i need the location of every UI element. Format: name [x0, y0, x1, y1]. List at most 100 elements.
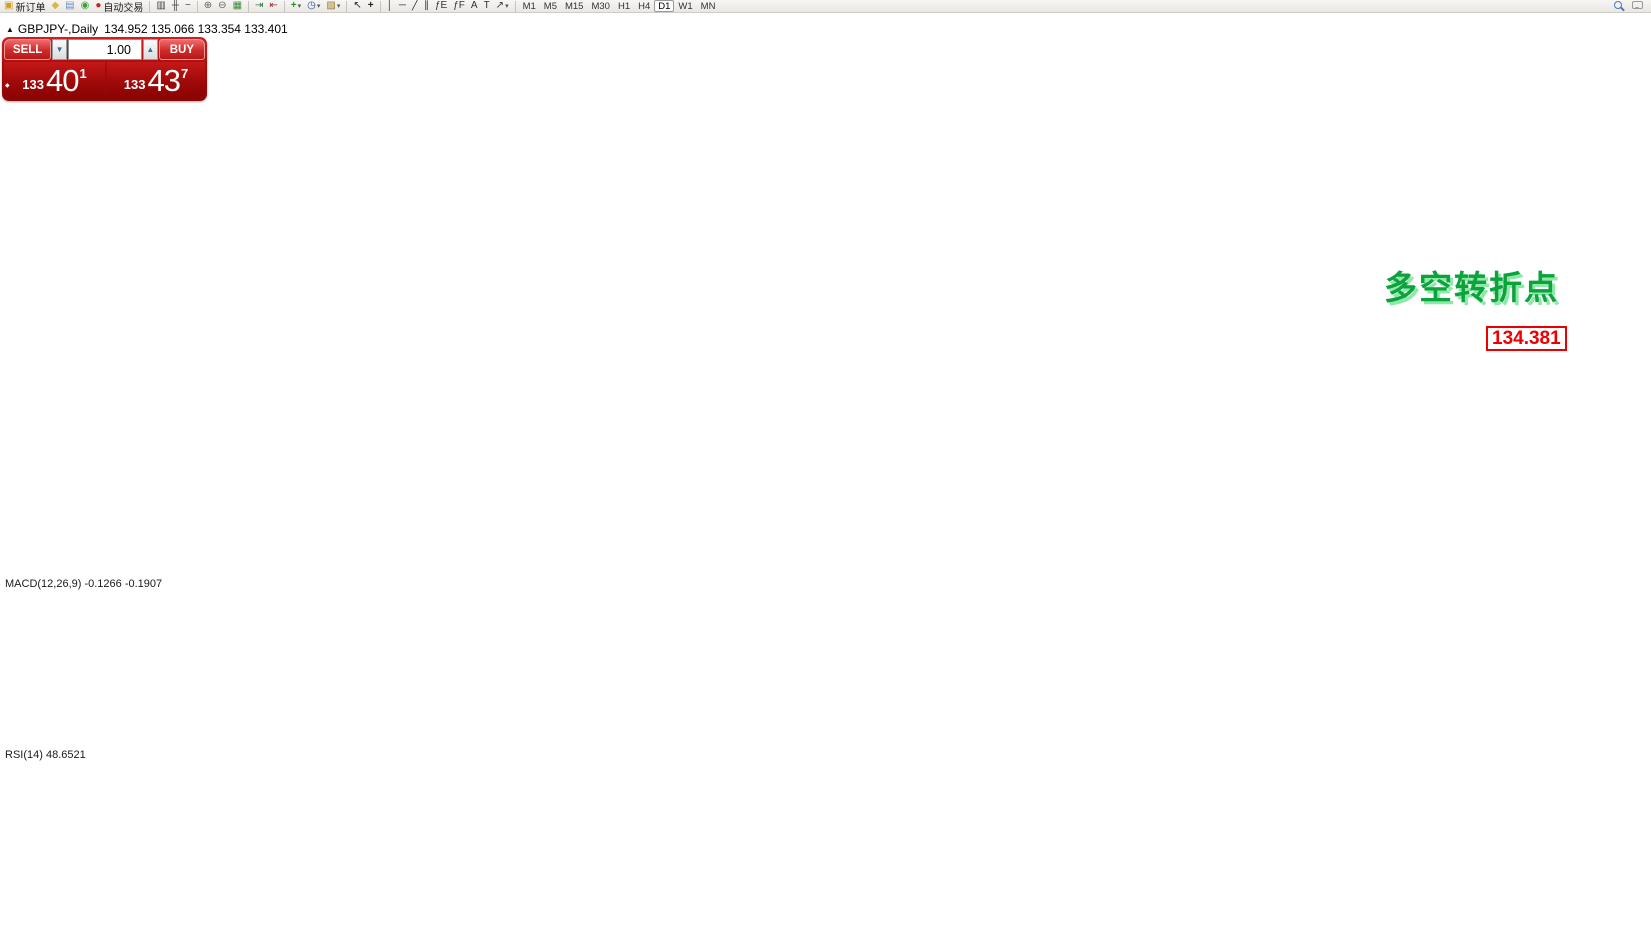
sell-price-big: 40 — [45, 63, 79, 98]
turning-point-annotation: 多空转折点 — [1384, 269, 1559, 306]
candlestick-chart-icon: ╫ — [171, 0, 179, 11]
timeframe-m5-button[interactable]: M5 — [543, 0, 557, 12]
label-icon: T — [483, 0, 490, 11]
timeframe-mn-button[interactable]: MN — [700, 0, 716, 12]
sell-price-prefix: 133 — [22, 77, 44, 92]
tile-windows-icon: ▦ — [232, 0, 243, 11]
auto-scroll-icon[interactable]: ⇥ — [252, 0, 266, 12]
buy-price-big: 43 — [147, 63, 180, 98]
text-icon[interactable]: A — [468, 0, 481, 12]
signals-icon[interactable]: ◉ — [78, 0, 93, 12]
autotrading-button-label: 自动交易 — [103, 2, 144, 13]
navigator-icon: ▤ — [65, 0, 75, 11]
templates-button[interactable]: ▨ ▾ — [323, 0, 343, 12]
templates-button: ▨ — [326, 0, 336, 11]
buy-price-sup: 7 — [180, 66, 189, 81]
volume-down-button[interactable]: ▼ — [52, 39, 67, 60]
search-icon[interactable] — [1614, 1, 1622, 9]
templates-button-caret: ▾ — [336, 3, 341, 10]
timeframe-m30-button[interactable]: M30 — [591, 0, 610, 12]
timeframe-w1-button[interactable]: W1 — [678, 0, 693, 12]
sell-price-sup: 1 — [79, 66, 87, 81]
fibonacci-icon[interactable]: ƒE — [432, 0, 450, 12]
buy-button[interactable]: BUY — [158, 39, 206, 60]
new-order-button[interactable]: ▣ 新订单 — [1, 0, 48, 13]
fibonacci-icon: ƒE — [434, 0, 448, 11]
bar-chart-icon[interactable]: ▥ — [153, 0, 168, 12]
toolbar-separator — [346, 0, 348, 12]
indicators-button-caret: ▾ — [297, 3, 302, 10]
trade-panel-top-row: SELL ▼ ▲ BUY — [4, 39, 206, 60]
channel-icon: ∥ — [423, 0, 429, 11]
toolbar-separator — [379, 0, 381, 12]
line-chart-icon: ~ — [184, 0, 191, 11]
trendline-icon: ╱ — [411, 0, 418, 11]
zoom-in-button[interactable]: ⊕ — [201, 0, 215, 12]
volume-up-button[interactable]: ▲ — [143, 39, 158, 60]
crosshair-icon[interactable]: + — [365, 0, 377, 12]
sell-button[interactable]: SELL — [4, 39, 52, 60]
market-watch-icon[interactable]: ◆ — [48, 0, 62, 12]
timeframe-m15-button[interactable]: M15 — [564, 0, 584, 12]
signals-icon: ◉ — [80, 0, 90, 11]
toolbar-separator — [149, 0, 151, 12]
toolbar-separator — [196, 0, 198, 12]
new-order-button: ▣ — [4, 0, 14, 11]
zoom-out-button[interactable]: ⊖ — [215, 0, 229, 12]
indicators-button: + — [290, 0, 297, 11]
toolbar-separator — [248, 0, 250, 12]
periods-button[interactable]: ◷ ▾ — [304, 0, 323, 12]
timeframe-h4-button[interactable]: H4 — [638, 0, 651, 12]
vertical-line-icon: │ — [386, 0, 393, 11]
bar-chart-icon: ▥ — [156, 0, 166, 11]
collapse-trade-panel-icon[interactable]: ▲ — [6, 25, 14, 34]
symbol-title: ▲ GBPJPY-,Daily 134.952 135.066 133.354 13… — [6, 22, 288, 36]
text-icon: A — [470, 0, 478, 11]
timeframe-d1-button[interactable]: D1 — [654, 0, 675, 12]
toolbar-separator — [283, 0, 285, 12]
label-icon[interactable]: T — [481, 0, 493, 12]
horizontal-line-icon: ─ — [398, 0, 406, 11]
sell-price-quote[interactable]: 133 40 1 — [4, 62, 105, 99]
candlestick-chart-icon[interactable]: ╫ — [169, 0, 182, 12]
vertical-line-icon[interactable]: │ — [384, 0, 396, 12]
trade-panel-diamond-icon: ◆ — [5, 83, 10, 89]
timeframe-h1-button[interactable]: H1 — [617, 0, 631, 12]
navigator-icon[interactable]: ▤ — [62, 0, 77, 12]
crosshair-icon: + — [367, 0, 374, 11]
trendline-icon[interactable]: ╱ — [409, 0, 421, 12]
chart-shift-icon: ⇤ — [269, 0, 278, 11]
cursor-icon[interactable]: ↖ — [350, 0, 364, 12]
chart-shift-icon[interactable]: ⇤ — [266, 0, 280, 12]
channel-icon[interactable]: ∥ — [421, 0, 432, 12]
ohlc-values: 134.952 135.066 133.354 133.401 — [104, 22, 288, 36]
periods-button-caret: ▾ — [316, 3, 321, 10]
indicators-button[interactable]: + ▾ — [288, 0, 304, 12]
autotrading-button[interactable]: ● 自动交易 — [92, 0, 146, 13]
zoom-in-button: ⊕ — [203, 0, 213, 11]
toolbar-separator — [514, 0, 516, 12]
arrows-icon-caret: ▾ — [505, 3, 509, 10]
new-order-button-label: 新订单 — [15, 2, 46, 13]
price-callout-label: 134.381 — [1486, 326, 1567, 351]
buy-price-quote[interactable]: 133 43 7 — [107, 62, 205, 99]
zoom-out-button: ⊖ — [218, 0, 227, 11]
one-click-trade-panel: SELL ▼ ▲ BUY 133 40 1 133 43 7 ◆ — [2, 37, 207, 101]
chat-icon[interactable] — [1632, 1, 1643, 9]
market-watch-icon: ◆ — [51, 0, 60, 11]
timeframe-m1-button[interactable]: M1 — [522, 0, 536, 12]
symbol-name: GBPJPY-,Daily — [17, 22, 99, 36]
cursor-icon: ↖ — [353, 0, 362, 11]
autotrading-button: ● — [95, 0, 102, 11]
line-chart-icon[interactable]: ~ — [182, 0, 194, 12]
fibo-expansion-icon: ƒF — [453, 0, 465, 11]
periods-button: ◷ — [307, 0, 316, 11]
horizontal-line-icon[interactable]: ─ — [396, 0, 409, 12]
fibo-expansion-icon[interactable]: ƒF — [450, 0, 468, 12]
arrows-icon[interactable]: ↗ ▾ — [493, 0, 512, 12]
tile-windows-icon[interactable]: ▦ — [230, 0, 245, 12]
rsi-label: RSI(14) 48.6521 — [5, 749, 86, 761]
volume-input[interactable] — [68, 39, 142, 60]
